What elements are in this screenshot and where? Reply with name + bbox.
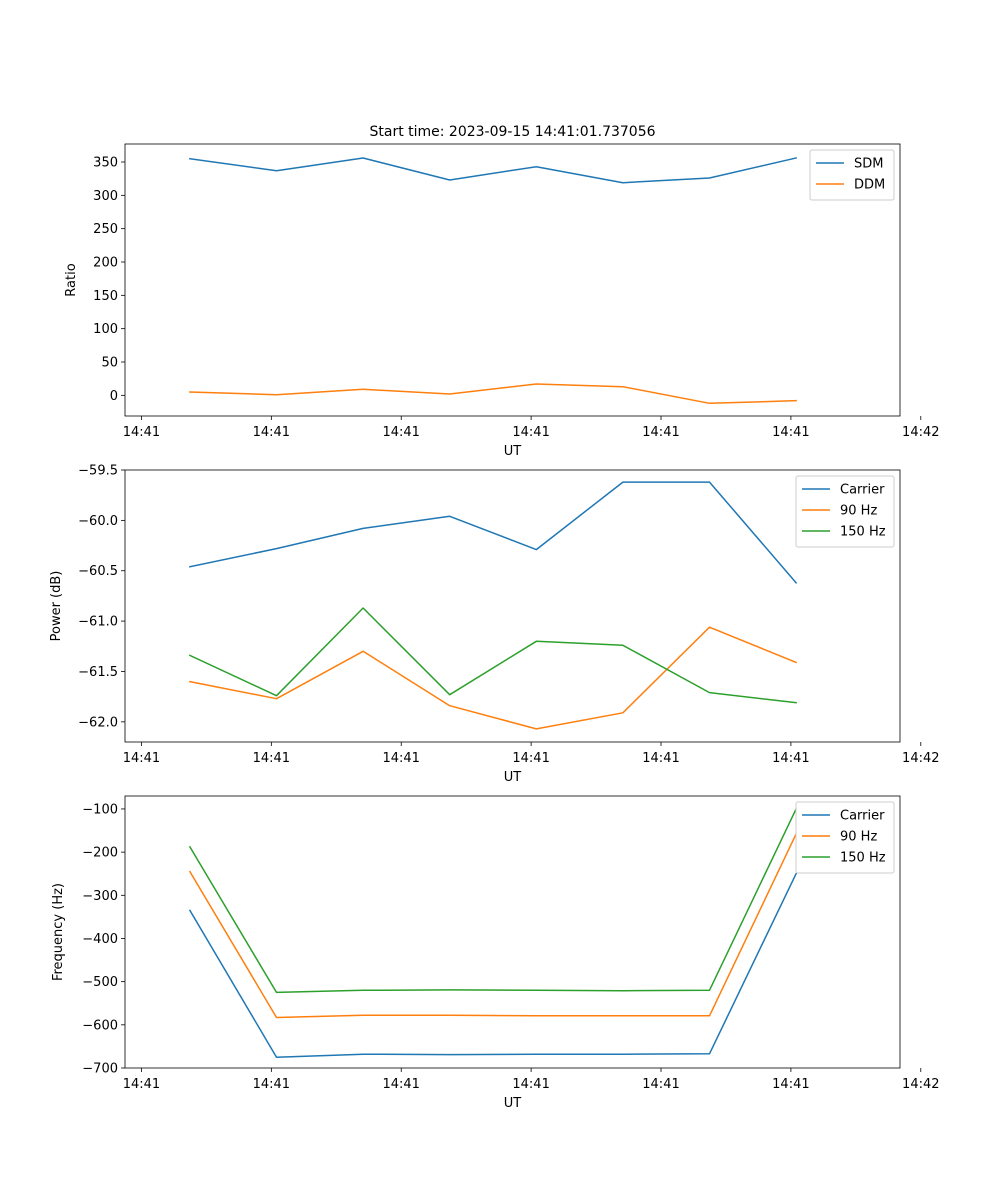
y-tick-label: 0 xyxy=(110,389,118,404)
axes-frame xyxy=(124,469,901,743)
series-line-sdm xyxy=(189,157,797,184)
y-tick-label: 250 xyxy=(93,222,118,237)
x-tick-label: 14:41 xyxy=(642,1077,679,1092)
series-line-carrier xyxy=(188,872,798,1058)
series-line-150-hz xyxy=(188,607,797,704)
panel-2: 14:41 14:41 14:41 14:41 14:41 14:41 14:42 −62.0… xyxy=(49,464,940,786)
legend-box xyxy=(795,801,895,874)
legend-label: 150 Hz xyxy=(840,851,886,866)
y-axis-label: Power (dB) xyxy=(49,571,64,642)
y-tick-label: −61.0 xyxy=(78,615,118,630)
y-tick-label: −62.0 xyxy=(78,715,118,730)
x-tick-label: 14:42 xyxy=(902,1077,939,1092)
legend-label: 150 Hz xyxy=(840,525,886,540)
x-tick-label: 14:41 xyxy=(642,425,679,440)
series-line-carrier xyxy=(189,481,798,584)
x-tick-label: 14:41 xyxy=(772,1077,809,1092)
x-tick-label: 14:41 xyxy=(123,1077,160,1092)
legend: Carrier 90 Hz 150 Hz xyxy=(795,475,895,548)
y-tick-label: 100 xyxy=(93,322,118,337)
x-tick-label: 14:41 xyxy=(382,1077,419,1092)
y-tick-label: 200 xyxy=(93,256,118,271)
legend-label: SDM xyxy=(854,157,883,172)
legend-label: Carrier xyxy=(840,483,885,498)
x-tick-label: 14:41 xyxy=(253,425,290,440)
legend: Carrier 90 Hz 150 Hz xyxy=(795,801,895,874)
x-tick-label: 14:41 xyxy=(123,751,160,766)
x-tick-label: 14:41 xyxy=(512,751,549,766)
legend-label: DDM xyxy=(854,178,885,193)
y-tick-label: 350 xyxy=(93,156,118,171)
x-tick-label: 14:41 xyxy=(253,751,290,766)
y-tick-label: −500 xyxy=(82,975,118,990)
x-tick-label: 14:42 xyxy=(902,751,939,766)
y-tick-label: −60.0 xyxy=(78,514,118,529)
x-axis-label: UT xyxy=(504,770,522,785)
y-tick-label: −200 xyxy=(82,846,118,861)
chart-title: Start time: 2023-09-15 14:41:01.737056 xyxy=(369,124,655,140)
x-tick-label: 14:41 xyxy=(512,425,549,440)
x-tick-label: 14:41 xyxy=(253,1077,290,1092)
x-axis-label: UT xyxy=(504,1096,522,1111)
y-tick-label: −100 xyxy=(82,802,118,817)
x-axis-label: UT xyxy=(504,444,522,459)
legend: SDM DDM xyxy=(809,149,895,201)
panel-3: 14:41 14:41 14:41 14:41 14:41 14:41 14:42 −700 −… xyxy=(51,795,940,1111)
x-tick-label: 14:41 xyxy=(512,1077,549,1092)
y-tick-label: −300 xyxy=(82,889,118,904)
x-tick-label: 14:41 xyxy=(772,425,809,440)
axes-frame xyxy=(124,143,901,417)
x-tick-label: 14:41 xyxy=(642,751,679,766)
y-tick-label: −400 xyxy=(82,932,118,947)
x-tick-label: 14:42 xyxy=(902,425,939,440)
y-tick-label: 300 xyxy=(93,189,118,204)
y-axis-label: Frequency (Hz) xyxy=(51,883,66,981)
series-line-ddm xyxy=(189,383,797,405)
y-tick-label: −700 xyxy=(82,1062,118,1077)
y-tick-label: 50 xyxy=(101,356,118,371)
axes-frame xyxy=(124,795,901,1069)
legend-box xyxy=(795,475,895,548)
series-line-90-hz xyxy=(188,833,798,1019)
y-tick-label: 150 xyxy=(93,289,118,304)
x-tick-label: 14:41 xyxy=(772,751,809,766)
x-tick-label: 14:41 xyxy=(123,425,160,440)
y-tick-label: −600 xyxy=(82,1018,118,1033)
x-tick-label: 14:41 xyxy=(382,751,419,766)
legend-label: Carrier xyxy=(840,809,885,824)
x-tick-label: 14:41 xyxy=(382,425,419,440)
y-tick-label: −61.5 xyxy=(78,665,118,680)
y-tick-label: −59.5 xyxy=(78,464,118,479)
panel-1: 14:41 14:41 14:41 14:41 14:41 14:41 14:42 0 50 10… xyxy=(64,143,940,459)
y-tick-label: −60.5 xyxy=(78,564,118,579)
legend-label: 90 Hz xyxy=(840,504,877,519)
y-axis-label: Ratio xyxy=(64,263,79,296)
series-line-150-hz xyxy=(188,807,798,994)
legend-label: 90 Hz xyxy=(840,830,877,845)
series-line-90-hz xyxy=(189,626,798,730)
panels: 14:41 14:41 14:41 14:41 14:41 14:41 14:42 0 50 10… xyxy=(49,143,940,1111)
